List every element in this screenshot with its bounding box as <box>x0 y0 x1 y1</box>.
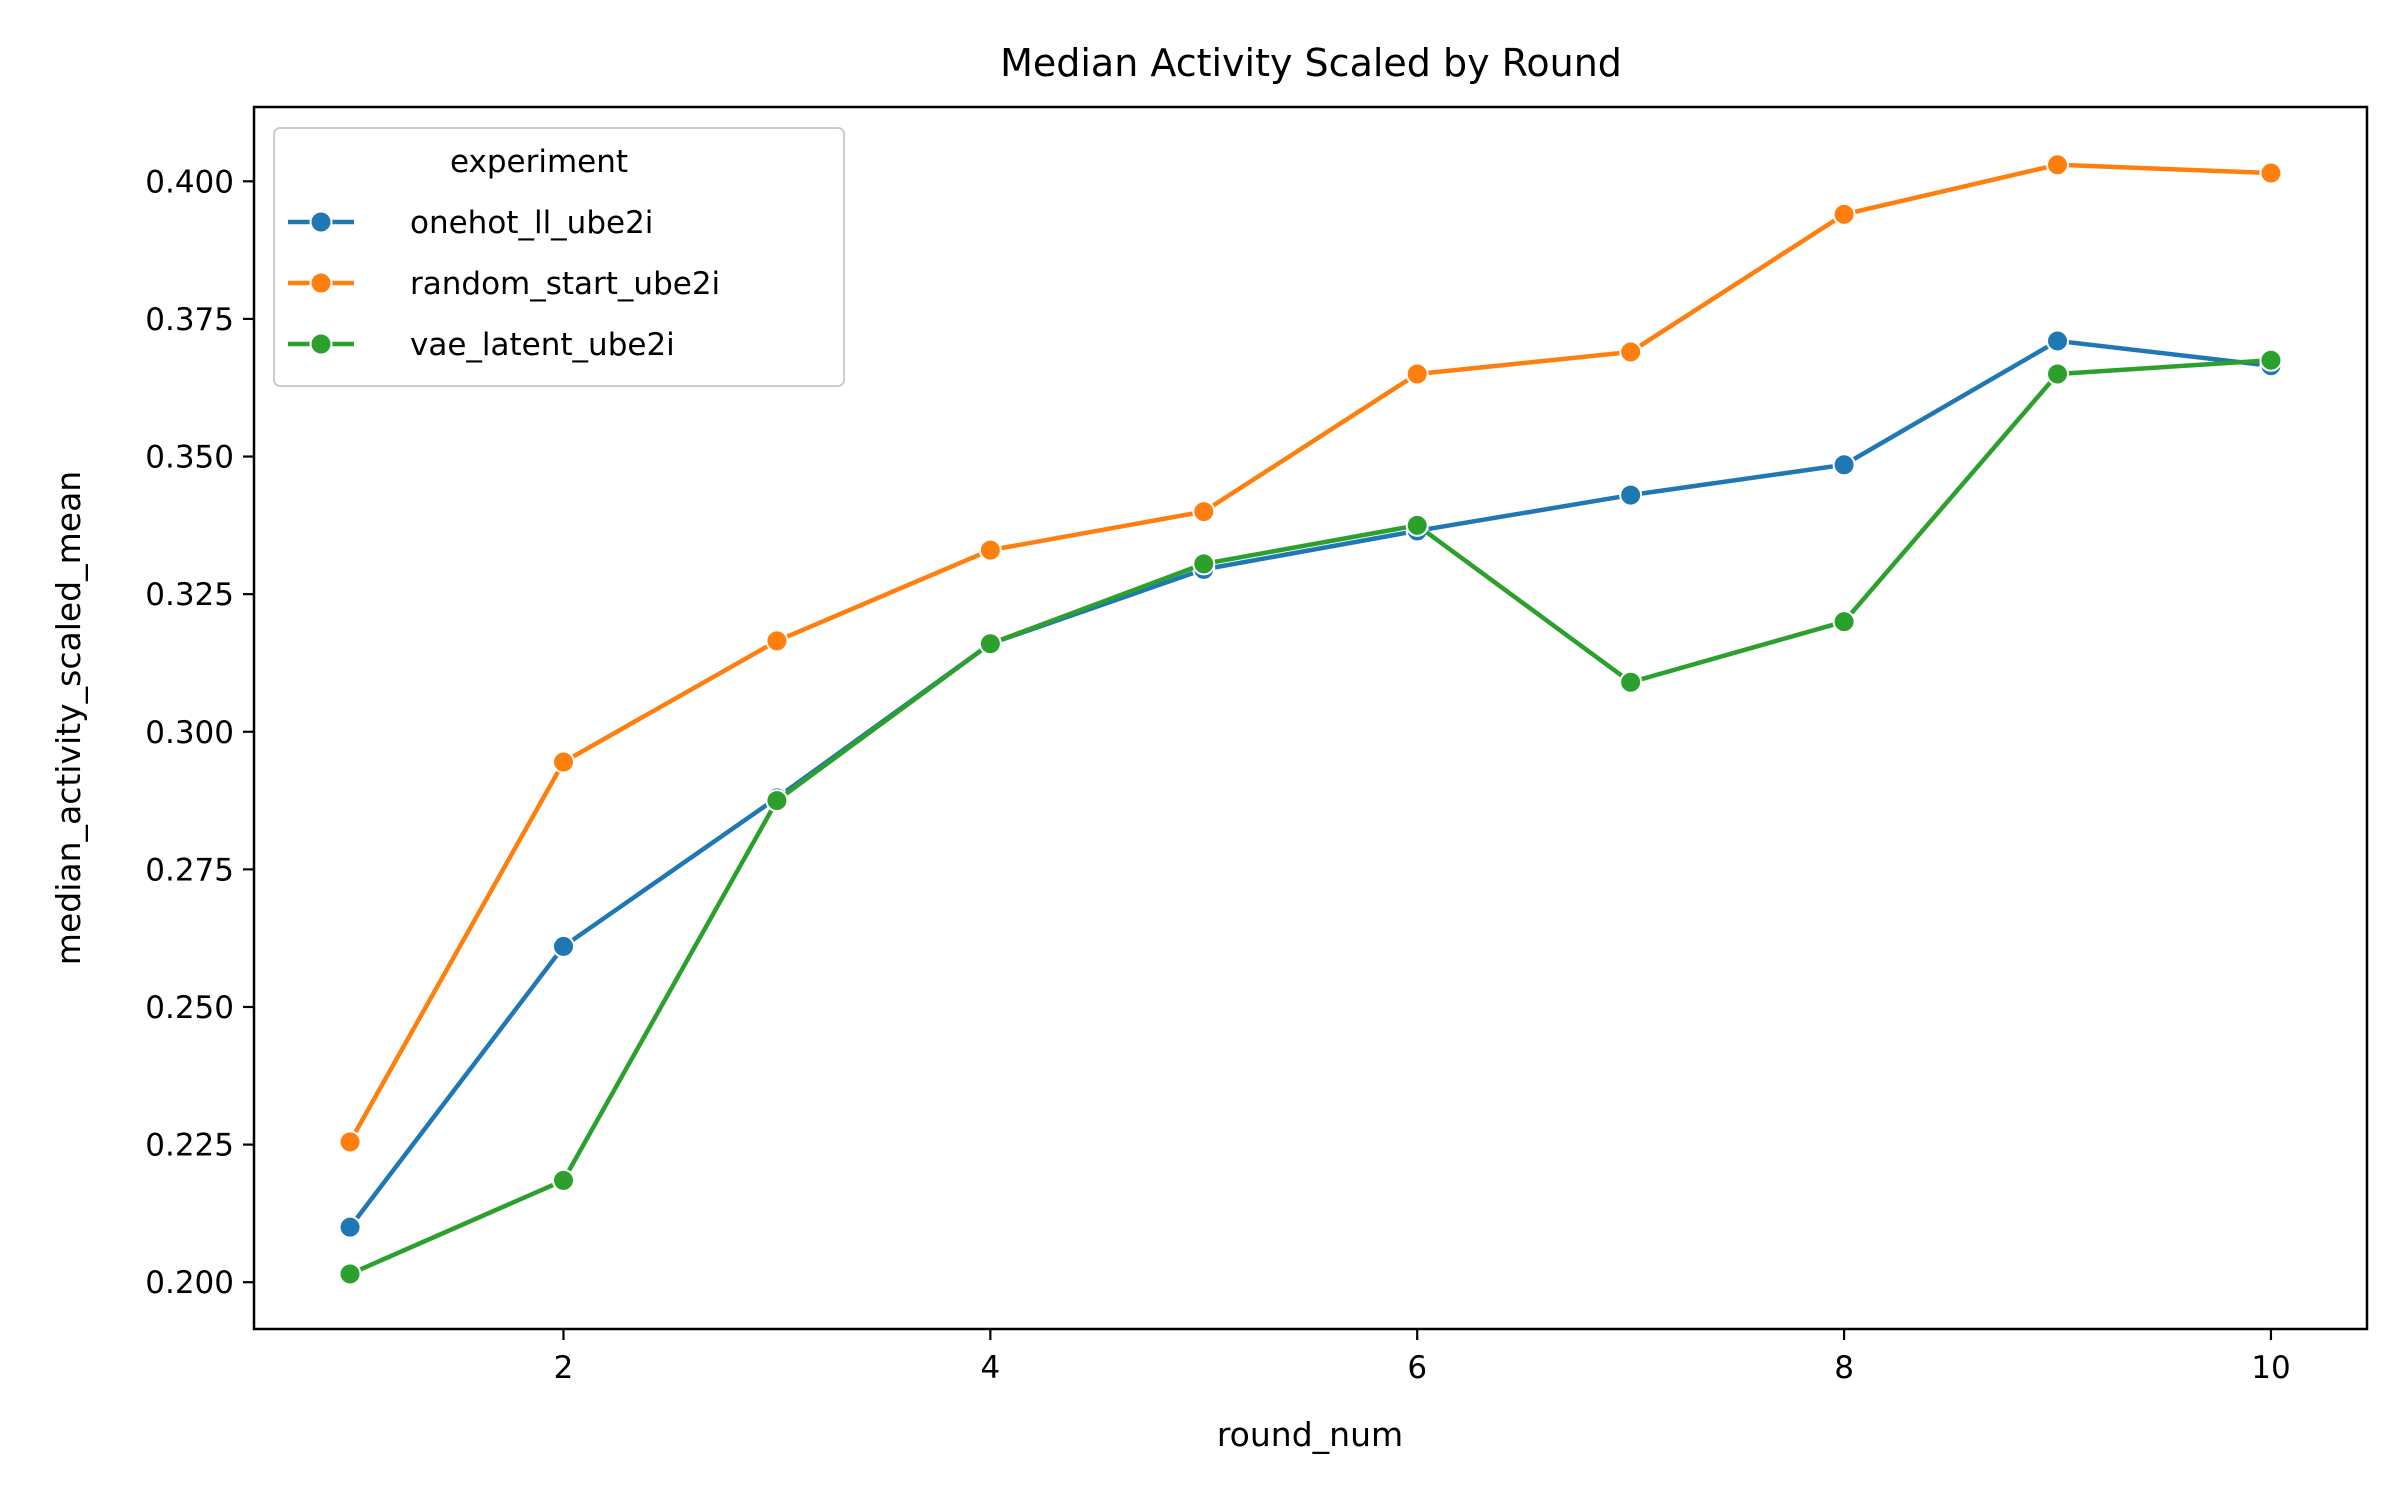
x-tick-label: 6 <box>1407 1350 1427 1386</box>
data-point-vae_latent_ube2i <box>338 1262 362 1286</box>
y-axis-label: median_activity_scaled_mean <box>49 471 88 965</box>
series-random_start_ube2i <box>338 153 2283 1154</box>
x-axis-label: round_num <box>1217 1415 1403 1454</box>
x-tick-label: 10 <box>2251 1350 2290 1386</box>
data-point-onehot_ll_ube2i <box>1619 483 1643 507</box>
y-tick-label: 0.250 <box>145 990 234 1026</box>
y-tick-label: 0.200 <box>145 1265 234 1301</box>
legend-box <box>273 127 845 387</box>
series-line-vae_latent_ube2i <box>347 357 2274 1277</box>
plot-frame <box>252 105 2369 1331</box>
x-tick-label: 4 <box>980 1350 1000 1386</box>
data-point-vae_latent_ube2i <box>2259 348 2283 372</box>
legend-marker-random_start_ube2i <box>309 271 333 295</box>
data-point-random_start_ube2i <box>2046 153 2070 177</box>
data-point-onehot_ll_ube2i <box>338 1215 362 1239</box>
data-point-random_start_ube2i <box>338 1130 362 1154</box>
data-point-random_start_ube2i <box>978 538 1002 562</box>
legend-marker-vae_latent_ube2i <box>309 332 333 356</box>
x-tick-label: 8 <box>1834 1350 1854 1386</box>
y-tick-label: 0.325 <box>145 577 234 613</box>
data-point-vae_latent_ube2i <box>551 1168 575 1192</box>
data-point-random_start_ube2i <box>2259 161 2283 185</box>
data-point-vae_latent_ube2i <box>1405 513 1429 537</box>
data-point-vae_latent_ube2i <box>765 789 789 813</box>
data-point-vae_latent_ube2i <box>978 632 1002 656</box>
x-tick-label: 2 <box>554 1350 574 1386</box>
y-tick-label: 0.400 <box>145 164 234 200</box>
chart-title: Median Activity Scaled by Round <box>1000 41 1622 85</box>
y-tick-label: 0.225 <box>145 1128 234 1164</box>
data-point-random_start_ube2i <box>1405 362 1429 386</box>
plot-area <box>338 153 2283 1286</box>
legend: experiment onehot_ll_ube2i random_start_ub… <box>273 127 845 387</box>
data-point-vae_latent_ube2i <box>1192 552 1216 576</box>
y-tick-label: 0.275 <box>145 852 234 888</box>
data-point-vae_latent_ube2i <box>2046 362 2070 386</box>
data-point-random_start_ube2i <box>1832 202 1856 226</box>
data-point-vae_latent_ube2i <box>1832 610 1856 634</box>
y-tick-label: 0.300 <box>145 715 234 751</box>
data-point-onehot_ll_ube2i <box>2046 329 2070 353</box>
legend-label-random_start_ube2i: random_start_ube2i <box>410 266 720 302</box>
data-point-onehot_ll_ube2i <box>1832 453 1856 477</box>
data-point-random_start_ube2i <box>551 750 575 774</box>
series-line-onehot_ll_ube2i <box>347 338 2274 1230</box>
series-line-random_start_ube2i <box>347 162 2274 1145</box>
data-point-random_start_ube2i <box>1619 340 1643 364</box>
y-tick-label: 0.375 <box>145 302 234 338</box>
data-point-random_start_ube2i <box>1192 500 1216 524</box>
data-point-onehot_ll_ube2i <box>551 934 575 958</box>
series-vae_latent_ube2i <box>338 348 2283 1286</box>
data-point-random_start_ube2i <box>765 629 789 653</box>
y-tick-label: 0.350 <box>145 440 234 476</box>
legend-marker-onehot_ll_ube2i <box>309 210 333 234</box>
legend-label-onehot_ll_ube2i: onehot_ll_ube2i <box>410 205 653 241</box>
legend-title: experiment <box>450 144 628 180</box>
legend-label-vae_latent_ube2i: vae_latent_ube2i <box>410 327 675 363</box>
data-point-vae_latent_ube2i <box>1619 670 1643 694</box>
